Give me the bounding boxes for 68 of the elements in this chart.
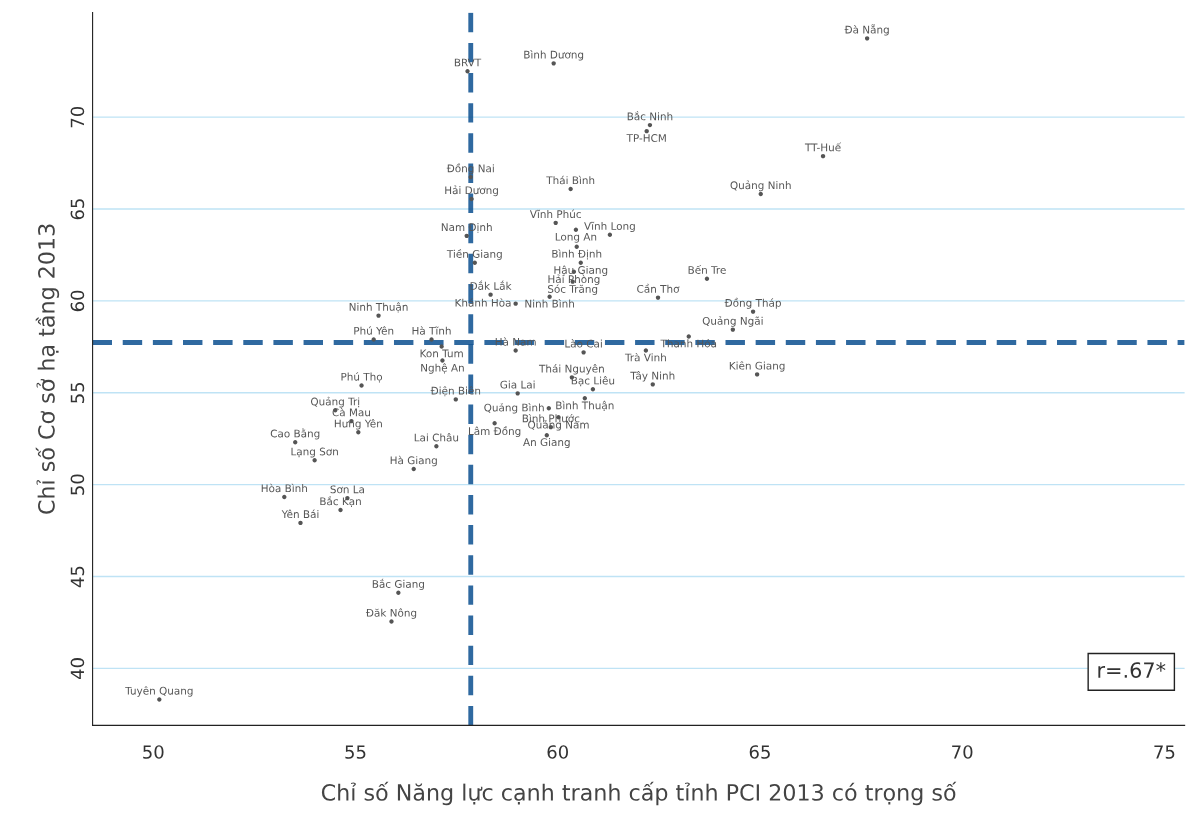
data-label: Lâm Đồng <box>468 426 521 438</box>
data-label: Ninh Bình <box>525 299 574 308</box>
data-label: Phú Thọ <box>341 372 383 383</box>
data-label: Vĩnh Long <box>584 221 635 232</box>
data-label: Khánh Hòa <box>455 298 511 307</box>
data-label: TP-HCM <box>626 134 666 142</box>
data-label: Quảng Ngãi <box>702 316 763 327</box>
data-label: Đồng Tháp <box>724 297 781 309</box>
data-label: Quảng Trị <box>310 396 360 408</box>
y-tick-label: 50 <box>70 474 85 495</box>
x-tick-label: 50 <box>143 745 164 759</box>
data-label: Lào Cai <box>565 339 602 348</box>
data-label: Bình Định <box>552 249 602 260</box>
data-label: Bình Thuận <box>556 400 614 412</box>
y-tick-label: 65 <box>70 199 85 220</box>
data-label: Đà Nẵng <box>844 24 889 36</box>
annotation: r=.67* <box>1098 662 1166 678</box>
data-label: Tiền Giang <box>446 248 502 260</box>
data-label: Nghệ An <box>421 363 464 374</box>
data-label: Vĩnh Phúc <box>529 209 581 219</box>
data-label: Yên Bái <box>281 509 319 519</box>
x-tick-label: 60 <box>547 745 568 759</box>
data-label: Hà Tĩnh <box>412 326 451 335</box>
data-label: Cao Bằng <box>270 428 320 440</box>
data-label: Quảng Ninh <box>730 180 791 192</box>
data-label: Thái Bình <box>546 175 595 185</box>
data-label: Phú Yên <box>354 326 394 335</box>
data-label: Tuyên Quang <box>125 686 193 697</box>
data-label: Sóc Trăng <box>548 284 598 295</box>
y-tick-label: 60 <box>70 290 85 312</box>
x-tick-label: 70 <box>952 745 973 759</box>
x-tick-label: 75 <box>1154 745 1175 759</box>
y-tick-label: 45 <box>70 566 85 588</box>
data-label: Trà Vinh <box>624 352 666 362</box>
y-tick-label: 55 <box>70 382 85 403</box>
data-label: Hưng Yên <box>334 419 382 430</box>
data-label: An Giang <box>523 438 570 449</box>
data-label: Lai Châu <box>414 432 459 442</box>
data-label: Bến Tre <box>688 264 726 274</box>
data-label: Cà Mau <box>332 407 370 417</box>
data-label: TT-Huế <box>804 142 842 152</box>
y-tick-label: 70 <box>70 106 85 128</box>
data-label: Bắc Giang <box>372 578 424 590</box>
data-label: Đăk Nông <box>365 608 417 619</box>
data-label: Sơn La <box>330 485 364 494</box>
data-label: Hậu Giang <box>554 265 608 276</box>
x-tick-label: 55 <box>345 745 366 759</box>
x-tick-label: 65 <box>749 745 770 759</box>
data-label: Gia Lai <box>500 380 535 389</box>
data-label: Long An <box>555 232 597 243</box>
y-tick-label: 40 <box>70 658 85 680</box>
data-label: Đắk Lắk <box>469 280 512 290</box>
x-axis-title: Chỉ số Năng lực cạnh tranh cấp tỉnh PCI 2013 có trọng số <box>321 781 957 806</box>
data-label: Cần Thơ <box>637 283 680 293</box>
data-label: Kiên Giang <box>729 361 785 372</box>
data-label: Kon Tum <box>420 349 463 358</box>
data-label: Ninh Thuận <box>349 302 408 313</box>
data-label: Hải Dương <box>445 185 498 197</box>
data-label: Quảng Bình <box>484 402 544 414</box>
data-label: Hòa Bình <box>261 483 307 493</box>
data-label: BRVT <box>454 58 482 67</box>
data-label: Thái Nguyên <box>538 364 604 375</box>
data-label: Tây Ninh <box>630 371 675 382</box>
data-label: Lạng Sơn <box>291 447 338 458</box>
y-axis-title: Chỉ số Cơ sở hạ tầng 2013 <box>35 224 60 514</box>
data-label: Bắc Ninh <box>627 111 673 121</box>
data-label: Hà Giang <box>390 455 437 467</box>
data-label: Bình Dương <box>524 50 584 61</box>
